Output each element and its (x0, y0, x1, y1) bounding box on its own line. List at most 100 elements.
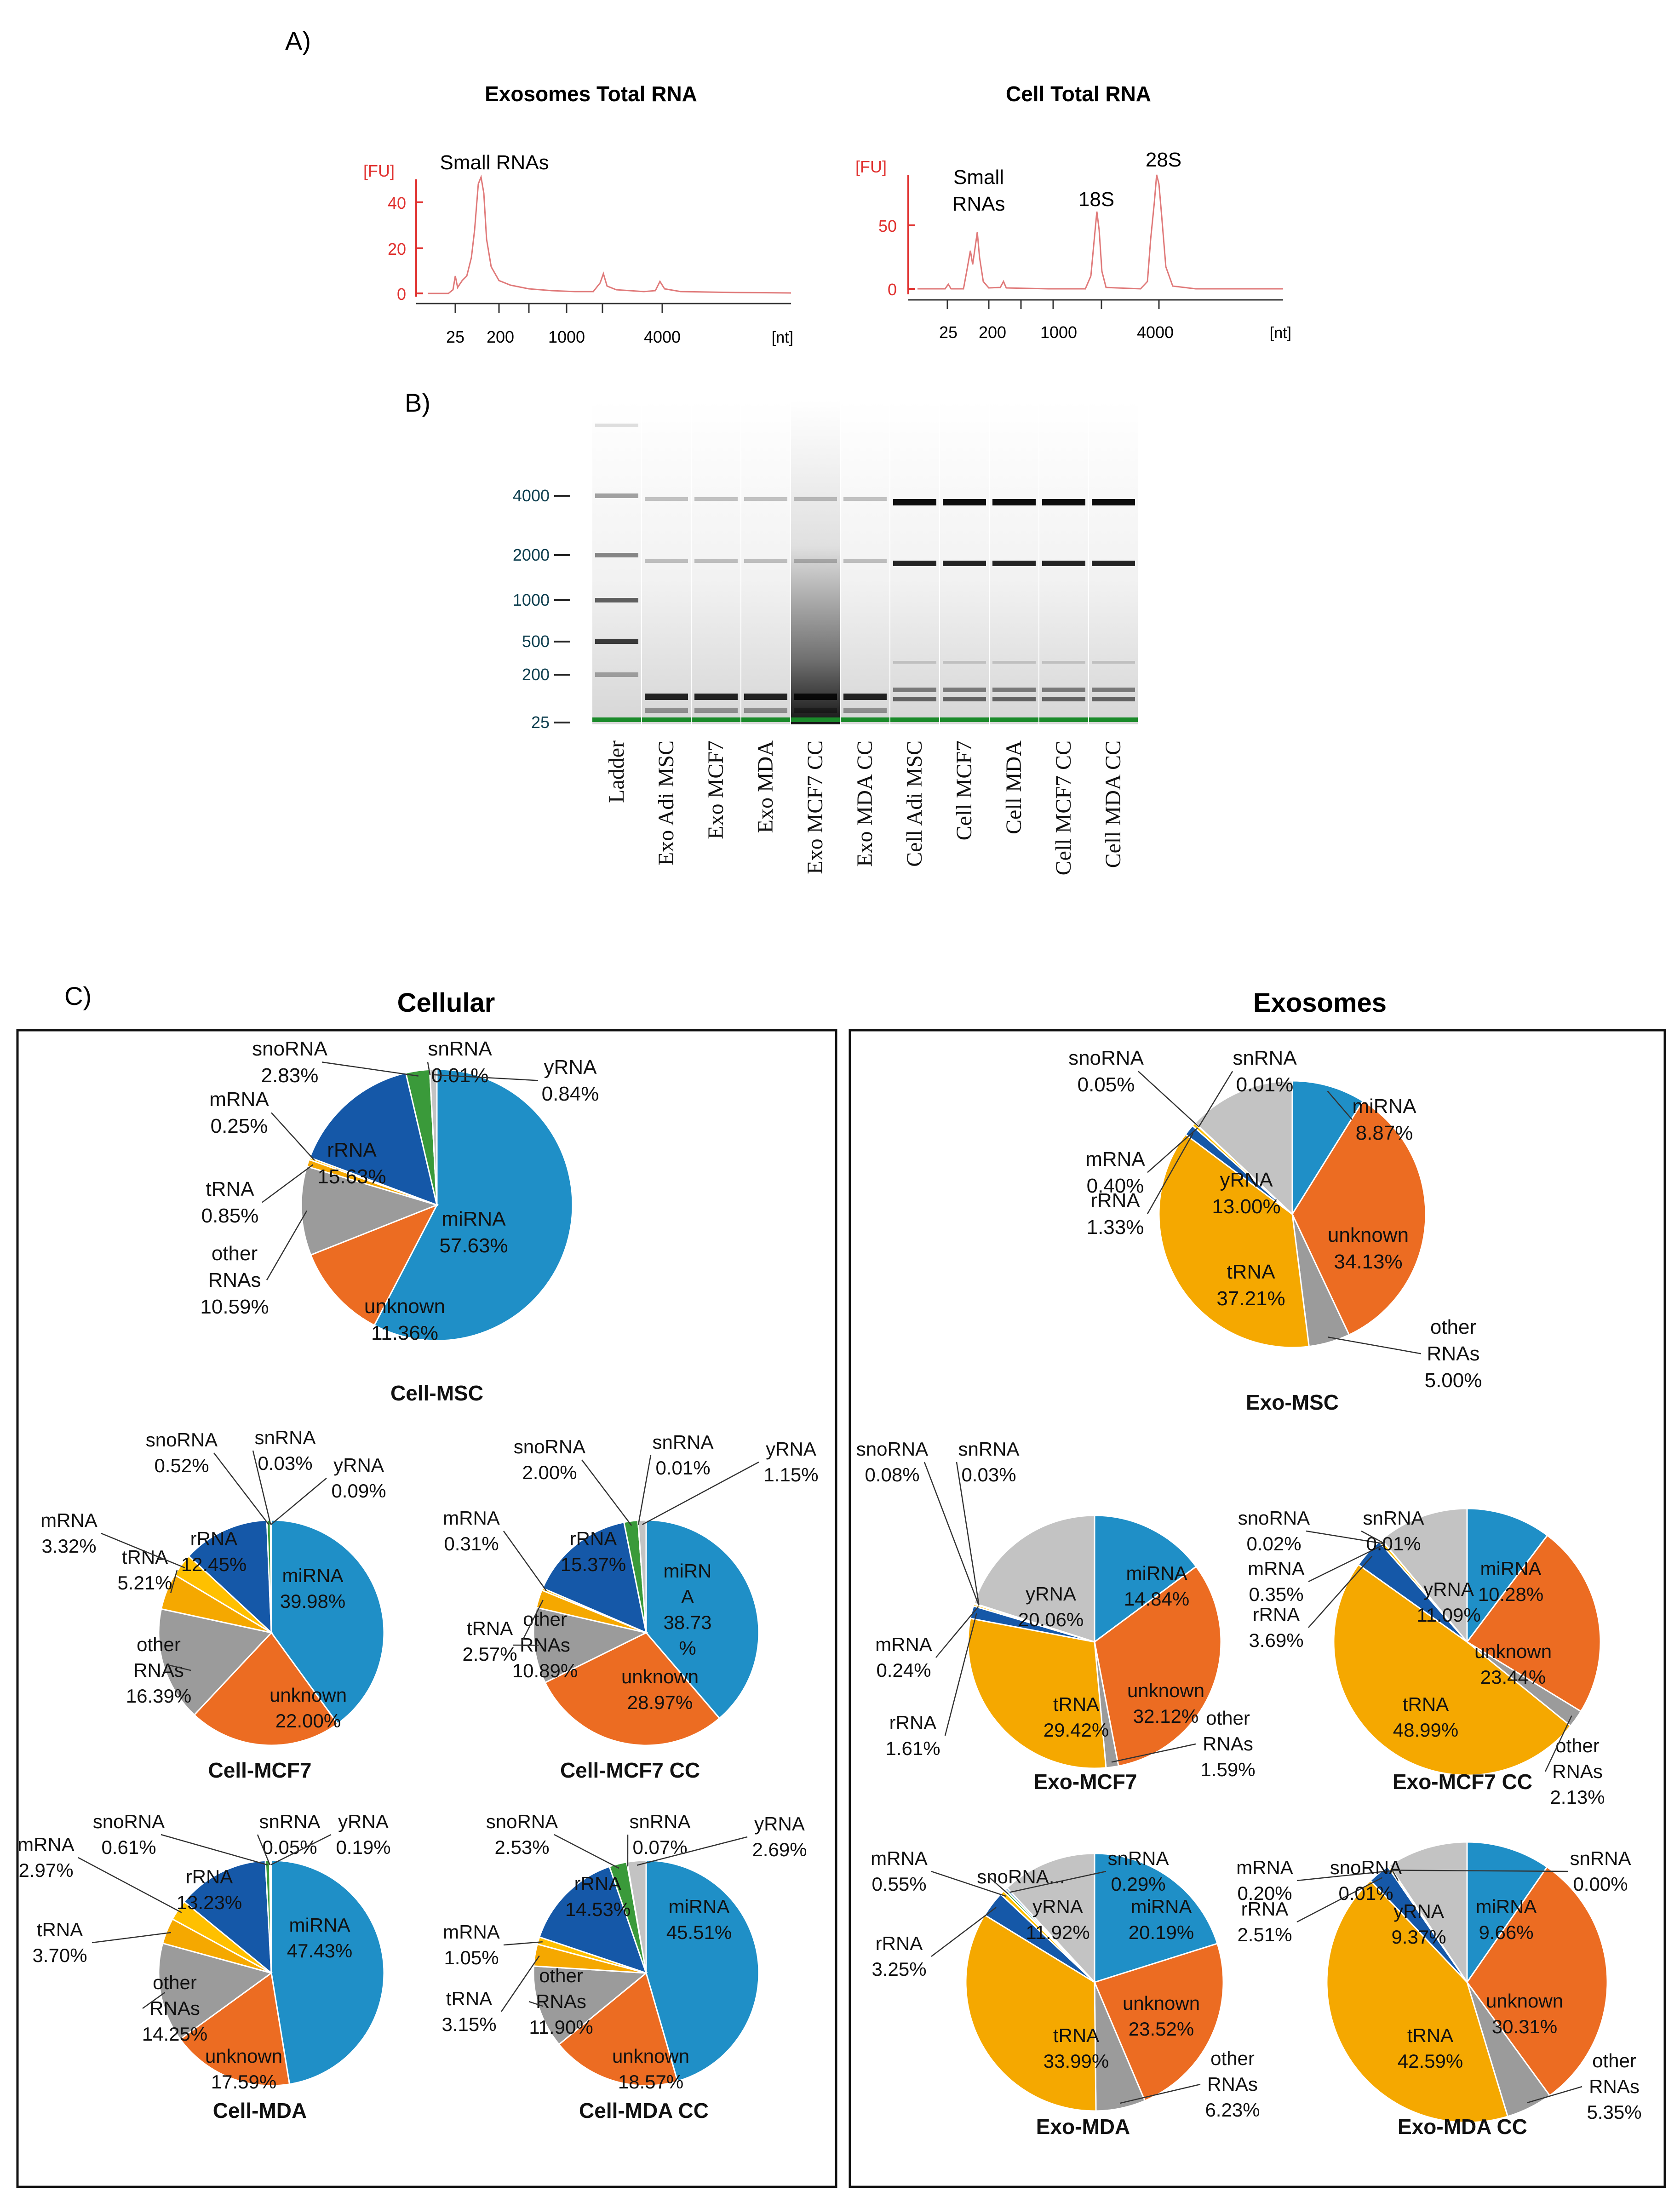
gel-band (794, 694, 837, 700)
pie-label: other (1210, 2048, 1255, 2069)
pie-slice-mirna (1466, 1841, 1548, 1985)
exo-ep-peak-label: Small RNAs (440, 151, 549, 174)
pie-label: 11.92% (1026, 1922, 1089, 1943)
pie-label: 33.99% (1044, 2050, 1109, 2072)
pie-label: 0.05% (262, 1836, 317, 1858)
gel-band (1042, 661, 1085, 664)
pie-label: 1.15% (763, 1464, 818, 1486)
gel-marker-band (890, 717, 939, 722)
pie-slice-yrna (269, 1859, 272, 1973)
pie-leader-line (427, 1062, 431, 1075)
pie-leader-line (1111, 1743, 1196, 1763)
pie-label: yRNA (544, 1056, 597, 1078)
pie-label: unknown (1474, 1641, 1552, 1662)
pie-label: 29.42% (1044, 1719, 1109, 1741)
electropherogram-cell: Cell Total RNA [FU] 50 0 25 200 1000 400… (855, 82, 1291, 342)
pie-label: 2.53% (494, 1836, 549, 1858)
pie-label: tRNA (1407, 2025, 1453, 2046)
gel-band (744, 559, 787, 563)
gel-band (943, 688, 986, 692)
cell-ep-peak-small-line2: RNAs (952, 193, 1005, 215)
gel-lane-label: Exo Adi MSC (654, 740, 678, 866)
pie-label: 18.57% (618, 2071, 683, 2093)
gel-band (595, 493, 638, 498)
gel-lane (1039, 400, 1088, 724)
pie-slice-unknown (1466, 1866, 1608, 2097)
gel-lane-bg (642, 400, 691, 724)
pie-leader-line (170, 1570, 178, 1593)
pie-leader-line (935, 1606, 979, 1658)
pie-label: snoRNA... (977, 1866, 1065, 1887)
pie-leader-line (433, 1074, 539, 1081)
pie-label: 14.25% (142, 2023, 207, 2045)
pie-leader-line (270, 1478, 327, 1525)
cell-ep-title: Cell Total RNA (1006, 82, 1151, 106)
pie-slice-yrna (637, 1519, 647, 1633)
pie-label: 1.61% (885, 1738, 940, 1759)
pie-label: 0.09% (331, 1480, 386, 1502)
pie-label: 37.21% (1216, 1287, 1285, 1310)
pie-leader-line (266, 1210, 308, 1280)
gel-marker-band (841, 717, 889, 722)
pie-label: mRNA (1248, 1558, 1305, 1579)
pie-leader-line (101, 1532, 185, 1568)
pie-slice-other-rnas (300, 1165, 439, 1256)
pie-label: snoRNA (1068, 1047, 1144, 1069)
pie-label: 20.19% (1129, 1922, 1194, 1943)
pie-label: mRNA (17, 1834, 75, 1855)
pie-label: unknown (1123, 1992, 1200, 2014)
pie-leader-line (213, 1452, 269, 1525)
pie-label: snRNA (958, 1438, 1019, 1460)
pie-label: 11.36% (371, 1322, 438, 1344)
pie-leader-line (1147, 1127, 1198, 1173)
pie-label: 2.69% (752, 1839, 807, 1860)
pie-chart: miRNA 14.84% unknown 32.12% other RNAs 1.59% tR… (856, 1438, 1256, 1794)
pie-label: 0.31% (444, 1533, 499, 1555)
exo-ep-xtick-label: 25 (446, 327, 464, 346)
exo-ep-xtick-label: 200 (487, 327, 514, 346)
cell-ep-ytick-label: 50 (878, 217, 897, 235)
gel-band (843, 694, 887, 700)
pie-slice-yrna (1380, 1508, 1468, 1644)
pie-label: other (1206, 1707, 1250, 1729)
pie-label: 11.09% (1416, 1604, 1480, 1626)
pie-chart: miRNA 9.66% unknown 30.31% other RNAs 5.35% tRN… (1236, 1841, 1642, 2139)
gel-lane (592, 400, 641, 724)
pie-label: 57.63% (439, 1234, 508, 1257)
pie-slice-other-rnas (158, 1608, 273, 1716)
pie-label: snoRNA (252, 1038, 327, 1060)
pie-title: Exo-MDA (1036, 2115, 1130, 2139)
cell-ep-xtick-label: 1000 (1040, 323, 1077, 342)
pie-slice-mirna (373, 1068, 573, 1342)
pie-label: snoRNA (1330, 1857, 1402, 1878)
pie-label: 30.31% (1492, 2016, 1557, 2037)
gel-band (645, 708, 688, 713)
pie-label: rRNA (327, 1139, 377, 1161)
cellular-title: Cellular (397, 988, 495, 1018)
pie-slice-unknown (544, 1632, 721, 1746)
pie-label: 0.84% (542, 1083, 599, 1105)
pie-slice-unknown (1093, 1942, 1224, 2102)
gel-lane-bg (692, 400, 740, 724)
pie-label: mRNA (1085, 1148, 1145, 1170)
gel-lane-bg (841, 400, 889, 724)
pie-label: rRNA (570, 1528, 617, 1549)
exo-ep-ytick-label: 0 (397, 285, 406, 304)
pie-slice-other-rnas (533, 1965, 648, 2046)
gel-band (694, 694, 738, 700)
pie-slice-yrna (429, 1068, 438, 1205)
pie-label: RNAs (208, 1269, 261, 1291)
pie-label: rRNA (574, 1873, 622, 1894)
pie-label: A (681, 1586, 694, 1607)
gel-band (1042, 697, 1085, 701)
pie-label: 9.66% (1479, 1922, 1533, 1943)
pie-title: Exo-MSC (1246, 1390, 1339, 1414)
pie-label: other (1592, 2050, 1636, 2071)
gel-lane-label: Exo MDA (753, 740, 778, 833)
pie-label: snoRNA (514, 1436, 585, 1457)
pie-label: RNAs (536, 1990, 586, 2012)
pie-label: other (137, 1634, 181, 1655)
pie-label: rRNA (1241, 1898, 1289, 1920)
pie-label: 2.13% (1550, 1786, 1605, 1808)
pie-label: 20.06% (1018, 1609, 1084, 1630)
